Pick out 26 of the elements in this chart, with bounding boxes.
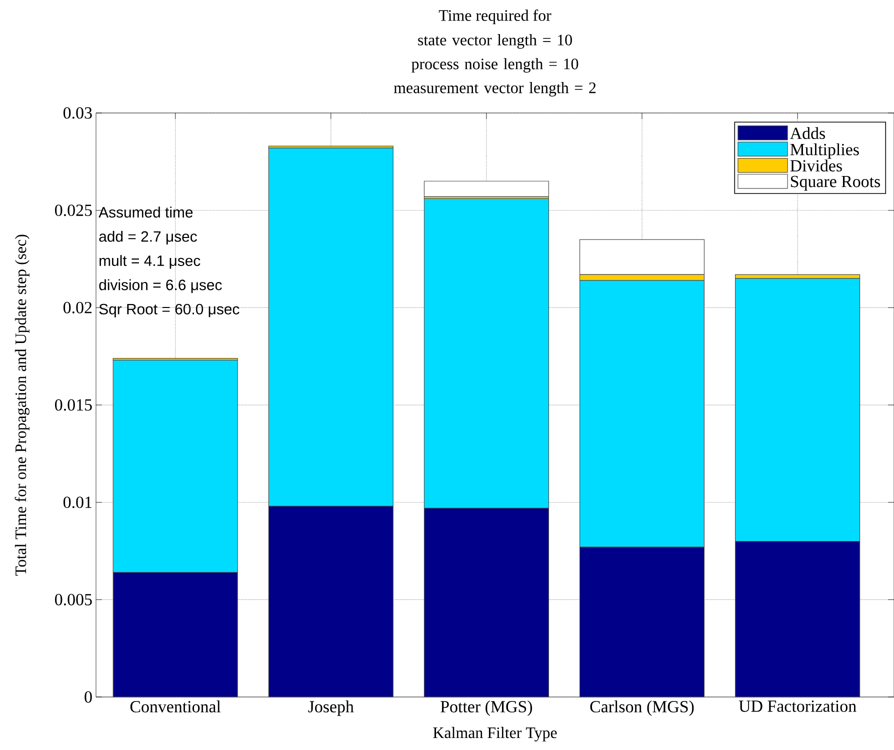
legend-label: Divides	[790, 160, 842, 172]
y-tick-label: 0	[84, 691, 92, 703]
x-tick-label: Conventional	[130, 700, 221, 712]
x-axis-title: Kalman Filter Type	[433, 726, 557, 742]
bar	[424, 180, 549, 197]
annotation: mult = 4.1 μsec	[100, 255, 200, 269]
annotation: add = 2.7 μsec	[99, 230, 197, 245]
legend-label: Multiplies	[790, 143, 859, 159]
legend-label: Adds	[790, 127, 825, 140]
annotation: division = 6.6 μsec	[99, 279, 222, 293]
y-axis-title: Total Time for one Propagation and Update step (sec)	[14, 234, 30, 576]
chart-subtitle: state vector length = 10 process noise length = 10 measurement vector length = 2	[394, 34, 596, 97]
x-tick-label: Joseph	[308, 700, 354, 716]
x-tick-label: Carlson (MGS)	[590, 700, 694, 716]
y-tick-label: 0.03	[63, 107, 92, 119]
y-tick-label: 0.015	[55, 399, 92, 411]
y-tick-label: 0.01	[63, 496, 92, 508]
y-tick-label: 0.02	[63, 302, 92, 314]
annotation: Sqr Root = 60.0 μsec	[99, 304, 240, 318]
legend-label: Square Roots	[790, 176, 880, 191]
y-tick-label: 0.005	[55, 594, 92, 606]
x-tick-label: Potter (MGS)	[440, 700, 532, 716]
annotation: Assumed time	[98, 206, 193, 218]
y-tick-label: 0.025	[55, 204, 92, 216]
x-tick-label: UD Factorization	[738, 700, 856, 712]
chart-title: Time required for	[438, 10, 552, 24]
